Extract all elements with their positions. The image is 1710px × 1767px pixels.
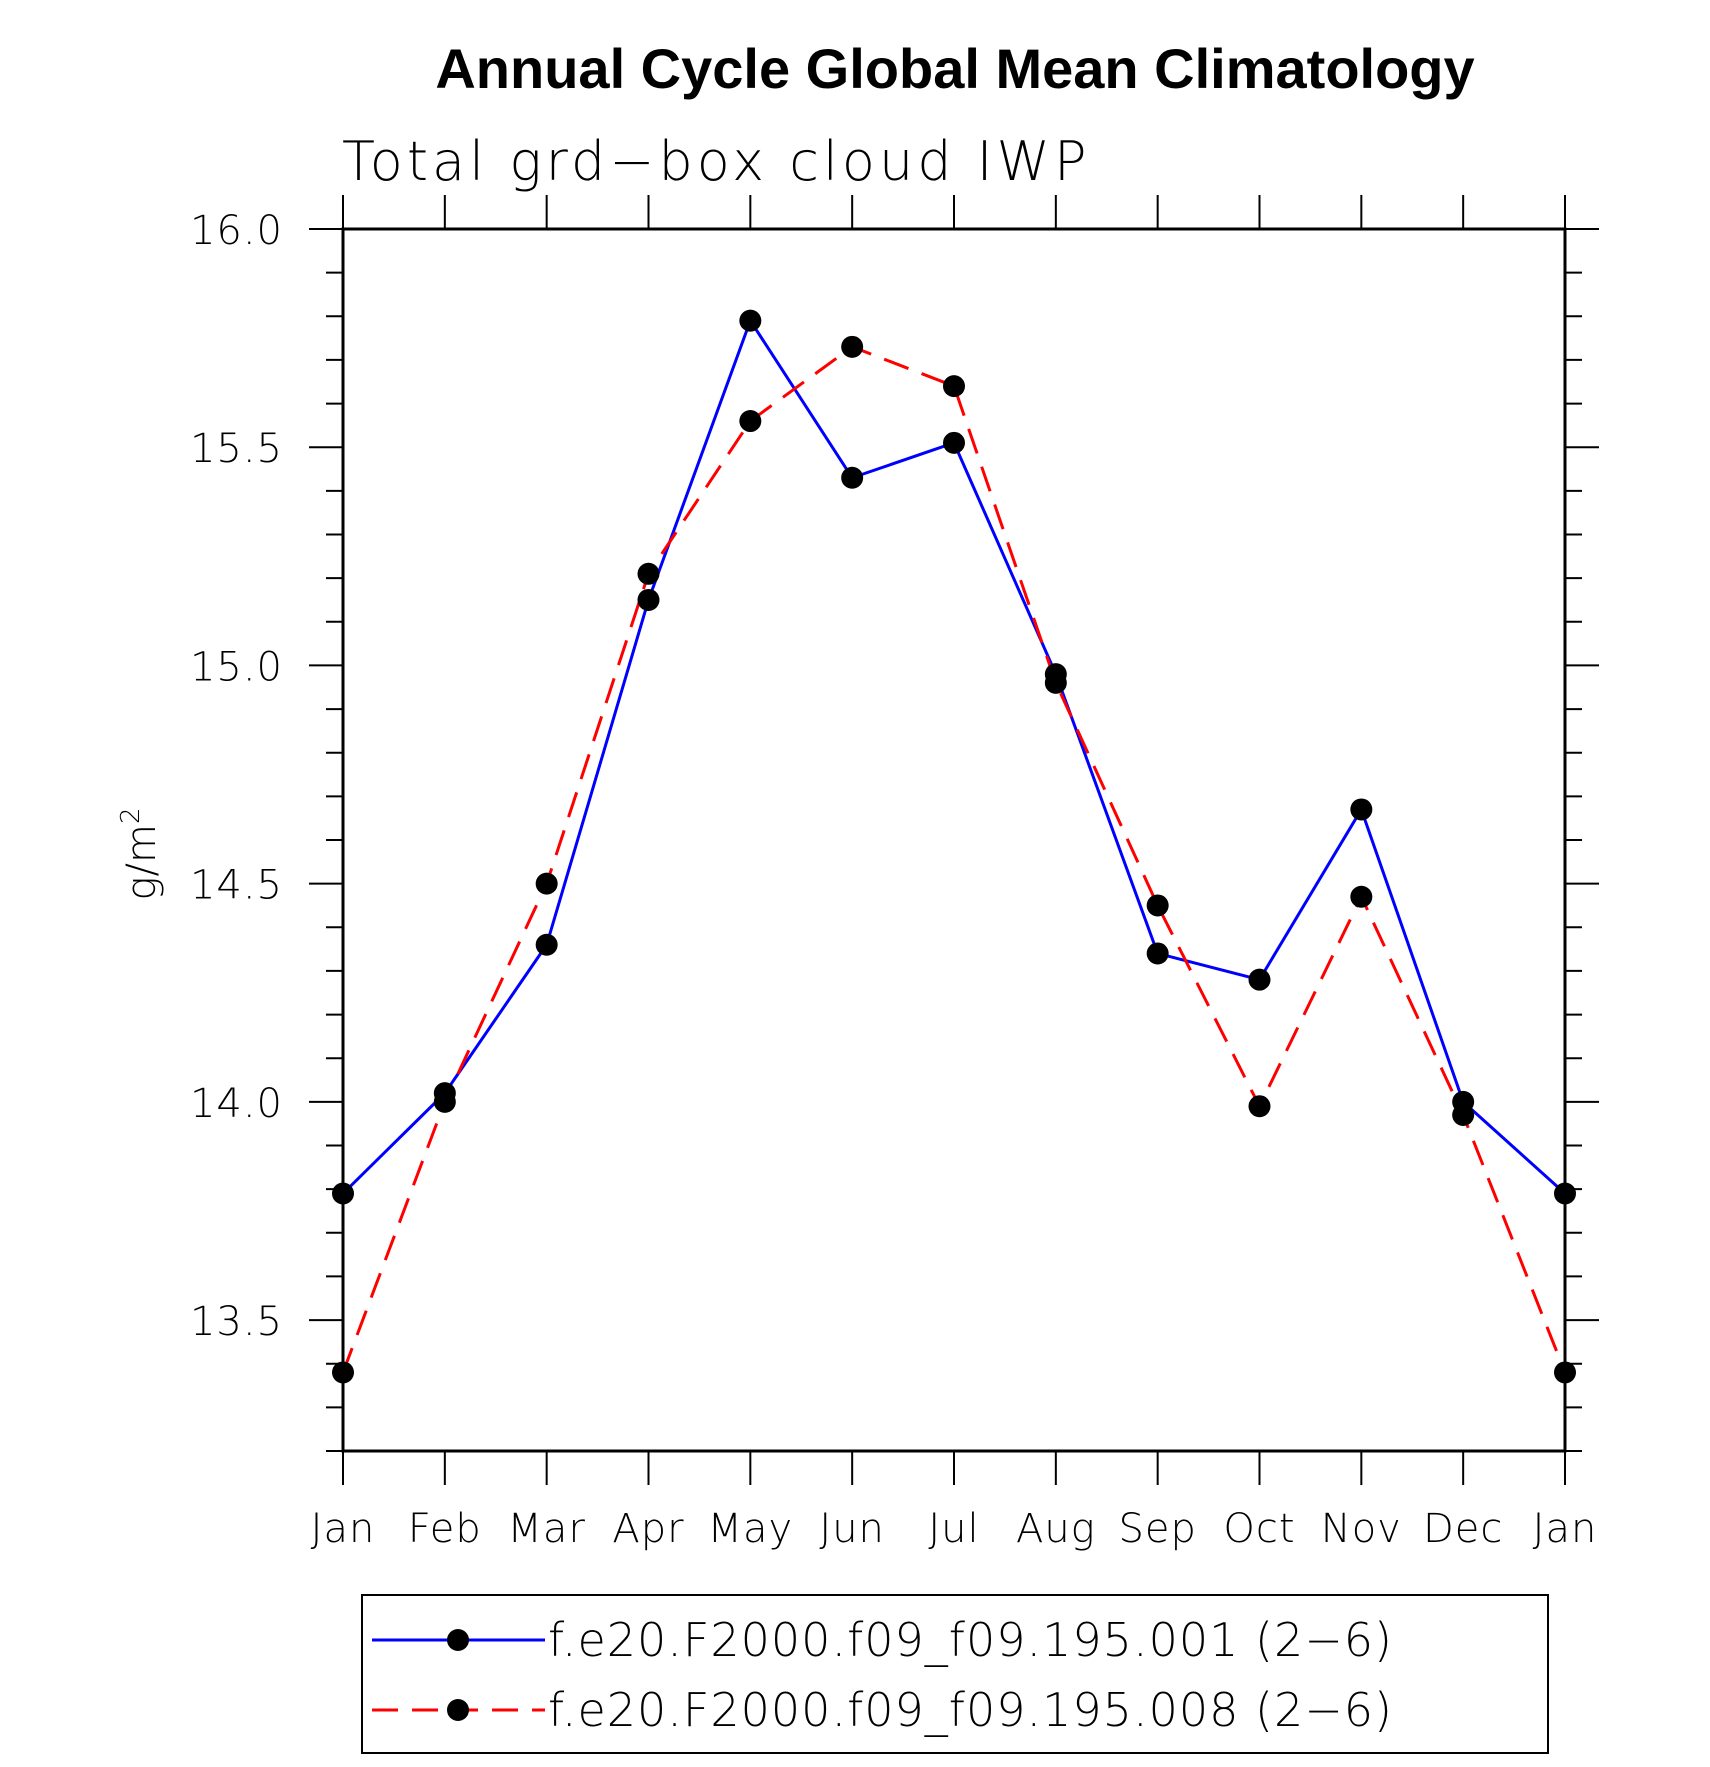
y-axis-label-unit: g/m	[119, 824, 165, 900]
series-1-point	[637, 588, 660, 611]
x-tick-label: Jan	[311, 1506, 376, 1552]
plot-frame	[341, 227, 1567, 1453]
series-2-point	[1350, 885, 1373, 908]
series-1-point	[943, 431, 965, 454]
series-2-point	[1554, 1361, 1576, 1384]
x-tick-label: Mar	[507, 1506, 585, 1552]
series-1-point	[739, 309, 762, 332]
series-2-point	[1146, 894, 1169, 917]
series-1-point	[1248, 968, 1271, 991]
x-tick-label: Sep	[1118, 1506, 1196, 1552]
legend-swatch-marker	[447, 1699, 469, 1721]
series-2-point	[1248, 1095, 1271, 1118]
series-1-point	[332, 1182, 354, 1205]
y-tick-label: 14.5	[190, 863, 283, 909]
x-tick-label: Feb	[408, 1506, 482, 1552]
legend-frame	[361, 1594, 1549, 1754]
series-1-point	[1350, 798, 1373, 821]
legend-swatch-marker	[447, 1629, 469, 1651]
plot-area: 13.5 14.0 14.5 15.0 15.5 16.0 Jan Feb Mar Apr May J…	[190, 195, 1599, 1552]
x-tick-label: Aug	[1016, 1506, 1096, 1552]
y-tick-label: 13.5	[190, 1299, 283, 1345]
series-1-point	[535, 933, 558, 956]
series-line-2	[341, 345, 1567, 1373]
y-tick-label: 15.5	[190, 426, 283, 472]
series-1-point	[1554, 1182, 1576, 1205]
y-tick-label: 14.0	[190, 1081, 283, 1127]
y-tick-label: 16.0	[190, 208, 283, 254]
legend-label: f.e20.F2000.f09_f09.195.008 (2−6)	[548, 1683, 1393, 1737]
series-2-point	[841, 335, 864, 358]
x-tick-label: Jul	[928, 1506, 979, 1552]
series-1-point	[841, 466, 864, 489]
y-axis-label: g/m2	[116, 808, 165, 901]
chart-title: Annual Cycle Global Mean Climatology	[435, 37, 1474, 100]
x-tick-label: Jan	[1533, 1506, 1598, 1552]
x-tick-label: Nov	[1321, 1506, 1402, 1552]
series-2-point	[637, 562, 660, 585]
y-axis-label-exponent: 2	[116, 808, 146, 825]
x-tick-label: Dec	[1423, 1506, 1503, 1552]
x-tick-label: Oct	[1223, 1506, 1295, 1552]
series-2-point	[1452, 1103, 1475, 1126]
series-2-point	[1044, 671, 1067, 694]
x-tick-label: May	[707, 1506, 793, 1552]
series-2-point	[535, 872, 558, 895]
legend-label: f.e20.F2000.f09_f09.195.001 (2−6)	[548, 1613, 1393, 1667]
x-tick-label: Jun	[819, 1506, 885, 1552]
series-2-point	[943, 375, 965, 398]
legend-entry-1: f.e20.F2000.f09_f09.195.001 (2−6)	[372, 1613, 1393, 1667]
series-2-point	[332, 1361, 354, 1384]
x-tick-label: Apr	[612, 1506, 684, 1552]
legend-entry-2: f.e20.F2000.f09_f09.195.008 (2−6)	[372, 1683, 1393, 1737]
series-2-point	[739, 410, 762, 433]
series-2-point	[433, 1090, 456, 1113]
y-tick-label: 15.0	[190, 644, 283, 690]
chart-subtitle: Total grd−box cloud IWP	[342, 130, 1091, 193]
series-1-point	[1146, 942, 1169, 965]
legend: f.e20.F2000.f09_f09.195.001 (2−6) f.e20.…	[361, 1594, 1549, 1754]
